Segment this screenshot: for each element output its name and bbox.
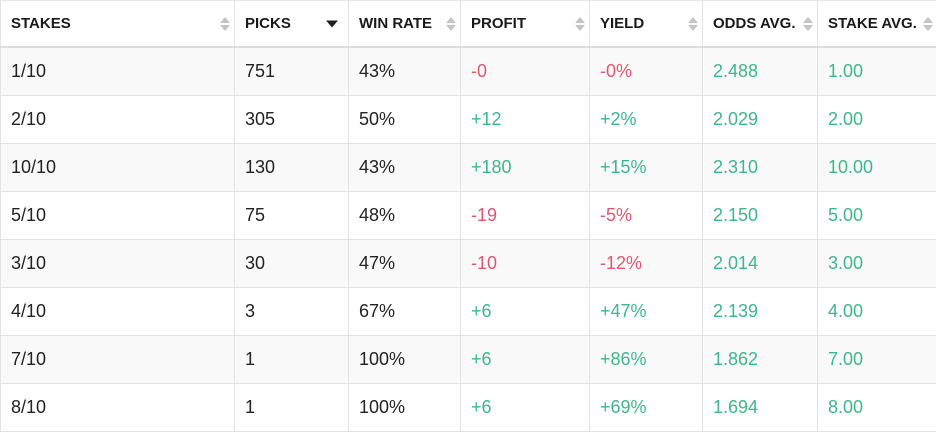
cell-stake-avg: 1.00 <box>817 47 936 96</box>
cell-stakes: 5/10 <box>0 191 235 240</box>
column-header-profit[interactable]: PROFIT <box>460 0 590 48</box>
cell-win-rate: 43% <box>348 47 461 96</box>
column-header-stakes[interactable]: STAKES <box>0 0 235 48</box>
table-row: 7/10 1 100% +6 +86% 1.862 7.00 <box>0 335 936 384</box>
cell-stakes: 2/10 <box>0 95 235 144</box>
cell-picks: 751 <box>234 47 349 96</box>
cell-win-rate: 43% <box>348 143 461 192</box>
column-header-label: PROFIT <box>471 15 526 32</box>
cell-picks: 1 <box>234 335 349 384</box>
table-body: 1/10 751 43% -0 -0% 2.488 1.00 2/10 305 … <box>0 47 936 432</box>
cell-stakes: 1/10 <box>0 47 235 96</box>
table-row: 2/10 305 50% +12 +2% 2.029 2.00 <box>0 95 936 144</box>
cell-stakes: 3/10 <box>0 239 235 288</box>
cell-picks: 30 <box>234 239 349 288</box>
sort-arrows-icon <box>220 16 230 32</box>
cell-yield: -0% <box>589 47 703 96</box>
cell-stake-avg: 2.00 <box>817 95 936 144</box>
table-row: 1/10 751 43% -0 -0% 2.488 1.00 <box>0 47 936 96</box>
cell-stakes: 7/10 <box>0 335 235 384</box>
cell-stakes: 10/10 <box>0 143 235 192</box>
cell-stake-avg: 7.00 <box>817 335 936 384</box>
cell-win-rate: 47% <box>348 239 461 288</box>
cell-odds-avg: 2.150 <box>702 191 818 240</box>
table-row: 3/10 30 47% -10 -12% 2.014 3.00 <box>0 239 936 288</box>
cell-win-rate: 50% <box>348 95 461 144</box>
column-header-label: PICKS <box>245 15 291 32</box>
column-header-label: STAKES <box>11 15 71 32</box>
cell-profit: +12 <box>460 95 590 144</box>
cell-picks: 75 <box>234 191 349 240</box>
cell-yield: +15% <box>589 143 703 192</box>
table-row: 10/10 130 43% +180 +15% 2.310 10.00 <box>0 143 936 192</box>
column-header-picks[interactable]: PICKS <box>234 0 349 48</box>
cell-profit: +6 <box>460 287 590 336</box>
cell-win-rate: 100% <box>348 335 461 384</box>
cell-odds-avg: 2.310 <box>702 143 818 192</box>
sort-arrows-icon <box>688 16 698 32</box>
cell-odds-avg: 2.029 <box>702 95 818 144</box>
cell-stake-avg: 10.00 <box>817 143 936 192</box>
cell-picks: 3 <box>234 287 349 336</box>
sort-arrows-icon <box>575 16 585 32</box>
cell-stakes: 4/10 <box>0 287 235 336</box>
cell-yield: +2% <box>589 95 703 144</box>
cell-stakes: 8/10 <box>0 383 235 432</box>
cell-win-rate: 48% <box>348 191 461 240</box>
sort-arrows-icon <box>803 16 813 32</box>
cell-yield: -12% <box>589 239 703 288</box>
cell-odds-avg: 2.014 <box>702 239 818 288</box>
cell-profit: -19 <box>460 191 590 240</box>
cell-picks: 130 <box>234 143 349 192</box>
cell-win-rate: 100% <box>348 383 461 432</box>
cell-profit: -0 <box>460 47 590 96</box>
cell-stake-avg: 8.00 <box>817 383 936 432</box>
cell-win-rate: 67% <box>348 287 461 336</box>
sort-arrows-icon <box>922 16 933 32</box>
cell-yield: +86% <box>589 335 703 384</box>
cell-stake-avg: 4.00 <box>817 287 936 336</box>
table-row: 8/10 1 100% +6 +69% 1.694 8.00 <box>0 383 936 432</box>
cell-picks: 305 <box>234 95 349 144</box>
cell-profit: -10 <box>460 239 590 288</box>
column-header-label: ODDS AVG. <box>713 15 796 32</box>
column-header-label: WIN RATE <box>359 15 433 32</box>
column-header-odds-avg[interactable]: ODDS AVG. <box>702 0 818 48</box>
cell-odds-avg: 2.139 <box>702 287 818 336</box>
cell-yield: -5% <box>589 191 703 240</box>
cell-odds-avg: 1.862 <box>702 335 818 384</box>
cell-yield: +47% <box>589 287 703 336</box>
cell-odds-avg: 2.488 <box>702 47 818 96</box>
table-row: 4/10 3 67% +6 +47% 2.139 4.00 <box>0 287 936 336</box>
column-header-win-rate[interactable]: WIN RATE <box>348 0 461 48</box>
cell-stake-avg: 3.00 <box>817 239 936 288</box>
cell-profit: +6 <box>460 383 590 432</box>
column-header-stake-avg[interactable]: STAKE AVG. <box>817 0 936 48</box>
sort-arrows-icon <box>446 16 456 32</box>
cell-odds-avg: 1.694 <box>702 383 818 432</box>
column-header-label: YIELD <box>600 15 645 32</box>
column-header-label: STAKE AVG. <box>828 15 917 32</box>
cell-profit: +6 <box>460 335 590 384</box>
sort-desc-icon <box>326 20 338 27</box>
cell-picks: 1 <box>234 383 349 432</box>
column-header-yield[interactable]: YIELD <box>589 0 703 48</box>
table-header: STAKES PICKS WIN RATE PROFIT YIELD ODDS … <box>0 0 936 48</box>
cell-yield: +69% <box>589 383 703 432</box>
cell-profit: +180 <box>460 143 590 192</box>
table-row: 5/10 75 48% -19 -5% 2.150 5.00 <box>0 191 936 240</box>
cell-stake-avg: 5.00 <box>817 191 936 240</box>
